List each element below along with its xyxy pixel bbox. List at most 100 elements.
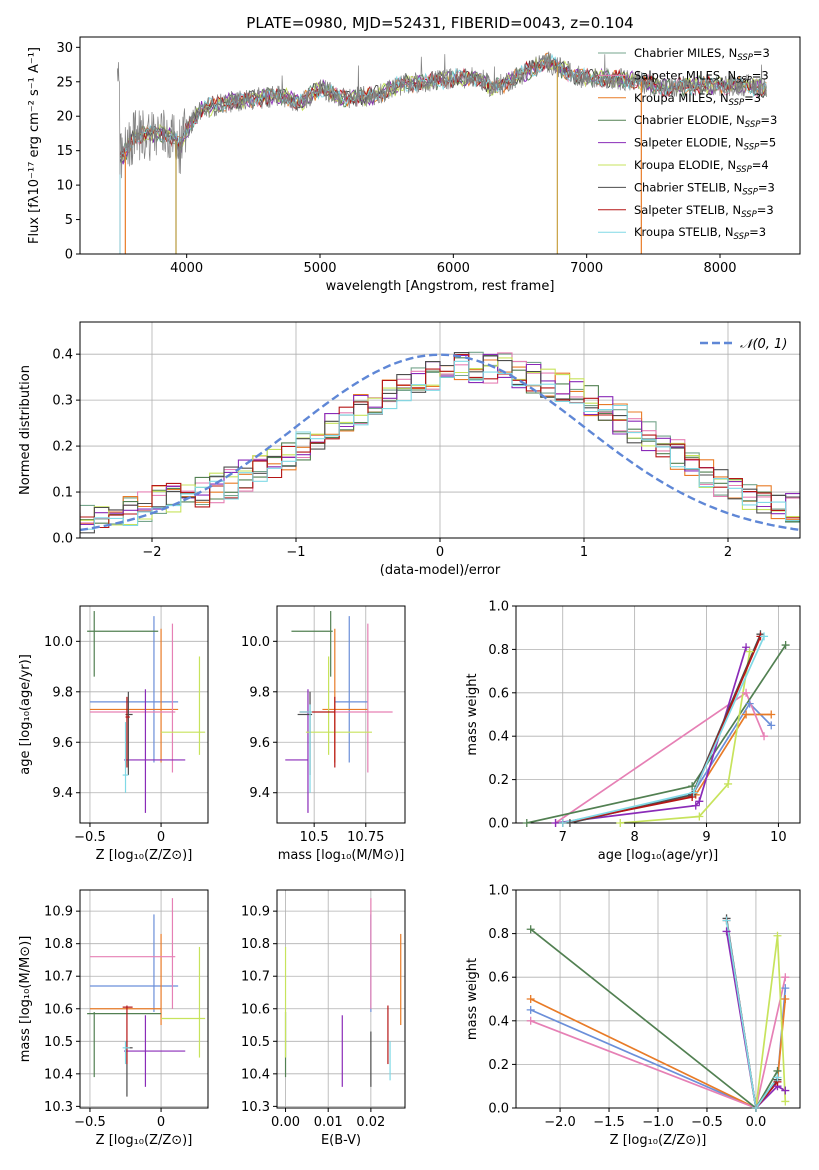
legend-name: Chabrier ELODIE, N: [634, 113, 745, 127]
axes-frame: 4000 5000 6000 7000 8000 0 5 10 15 20 25 30 waveleng…: [27, 36, 801, 294]
weight-marker: [688, 792, 697, 801]
y-tick-label: 0.2: [488, 1058, 509, 1073]
x-tick-label: 8: [630, 830, 638, 845]
x-tick-label: 0.00: [271, 1115, 300, 1130]
y-tick-label: 10: [56, 179, 73, 194]
y-tick-label: 10.6: [241, 1002, 270, 1017]
x-tick-label: −0.5: [74, 1115, 106, 1130]
plot-area: [87, 611, 206, 813]
weight-marker: [781, 1097, 790, 1106]
x-axis-label: Z [log₁₀(Z/Z⊙)]: [610, 1133, 707, 1148]
legend-sub: SSP: [744, 143, 760, 153]
legend-name: Salpeter STELIB, N: [634, 203, 741, 217]
weight-marker: [773, 1073, 782, 1082]
y-tick-label: 0.8: [488, 643, 509, 658]
plot-area: [87, 898, 206, 1097]
hist-kroupa-stelib: [80, 360, 800, 530]
weight-marker: [558, 819, 567, 827]
x-tick-label: 1: [580, 545, 588, 560]
legend-name: Kroupa ELODIE, N: [634, 158, 736, 172]
weight-marker: [742, 688, 751, 697]
y-tick-label: 10.3: [44, 1100, 73, 1115]
x-tick-label: 5000: [303, 261, 336, 276]
weight-marker: [616, 819, 625, 827]
panel-weight-vs-age: 7 8 9 10 0.0 0.2 0.4 0.6 0.8 1.0 age [log₁₀(age/yr…: [465, 600, 801, 863]
y-tick-label: 0.6: [488, 686, 509, 701]
legend-label: Chabrier ELODIE, NSSP=3: [634, 113, 777, 130]
x-tick-label: −1: [286, 545, 305, 560]
x-axis-label: (data-model)/error: [380, 563, 501, 578]
panel-weight-vs-Z: −2.0 −1.5 −1.0 −0.5 0.0 0.0 0.2 0.4 0.6 0.8 1.0 Z […: [465, 884, 801, 1148]
legend-sub: SSP: [734, 232, 750, 242]
y-tick-label: 0.4: [52, 348, 73, 363]
x-tick-label: 2: [724, 545, 732, 560]
legend-name: Salpeter ELODIE, N: [634, 136, 744, 150]
y-tick-label: 10.3: [241, 1100, 270, 1115]
y-tick-label: 20: [56, 110, 73, 125]
axes-box: [276, 605, 406, 824]
hist-salpeter-stelib: [80, 353, 800, 529]
x-tick-label: 0: [436, 545, 444, 560]
y-tick-label: 10.5: [241, 1035, 270, 1050]
axes-frame: −2 −1 0 1 2 0.0 0.1 0.2 0.3 0.4 (data-model)/error…: [18, 321, 801, 578]
weight-line-ref: [562, 702, 772, 823]
panel-mass-vs-Z: −0.5 0 10.3 10.4 10.5 10.6 10.7 10.8 10.9 Z [log₁…: [18, 889, 209, 1148]
weight-marker: [742, 643, 751, 652]
weight-marker: [781, 973, 790, 982]
weight-line-chabrier-elodie: [530, 928, 779, 1108]
x-tick-label: −2: [142, 545, 161, 560]
axes-box: [79, 889, 209, 1109]
legend-name: Chabrier MILES, N: [634, 46, 737, 60]
weight-marker: [781, 641, 790, 650]
x-tick-label: 7: [559, 830, 567, 845]
axes-frame: −0.5 0 10.3 10.4 10.5 10.6 10.7 10.8 10.9 Z [log₁…: [18, 889, 209, 1148]
x-axis-label: age [log₁₀(age/yr)]: [598, 848, 719, 863]
weight-marker: [742, 710, 751, 719]
y-tick-label: 5: [65, 213, 73, 228]
y-tick-label: 9.4: [249, 786, 270, 801]
legend-name: Kroupa STELIB, N: [634, 225, 734, 239]
y-tick-label: 0.1: [52, 486, 73, 501]
weight-marker: [760, 732, 769, 741]
legend-name: Salpeter MILES, N: [634, 68, 736, 82]
panel-spectrum: 4000 5000 6000 7000 8000 0 5 10 15 20 25 30 waveleng…: [27, 36, 801, 294]
weight-marker: [689, 788, 698, 797]
y-tick-label: 0.4: [488, 1014, 509, 1029]
x-tick-label: −2.0: [544, 1115, 576, 1130]
y-tick-label: 10.9: [241, 905, 270, 920]
legend-label: Salpeter ELODIE, NSSP=5: [634, 136, 776, 153]
legend-sub: SSP: [742, 187, 758, 197]
legend-label: Salpeter MILES, NSSP=3: [634, 68, 769, 85]
legend-sub: SSP: [745, 120, 761, 130]
panel-age-vs-Z: −0.5 0 9.4 9.6 9.8 10.0 Z [log₁₀(Z/Z⊙)] age [lo…: [18, 605, 209, 863]
legend-name: Kroupa MILES, N: [634, 91, 729, 105]
y-tick-label: 10.7: [44, 970, 73, 985]
x-tick-label: 6000: [437, 261, 470, 276]
y-tick-label: 10.8: [241, 937, 270, 952]
weight-marker: [526, 1005, 535, 1014]
x-axis-label: mass [log₁₀(M/M⊙)]: [278, 848, 405, 863]
y-tick-label: 0.0: [488, 1102, 509, 1117]
legend-eq: =4: [752, 158, 769, 172]
x-tick-label: 7000: [570, 261, 603, 276]
y-tick-label: 9.6: [249, 736, 270, 751]
x-tick-label: 0: [157, 1115, 165, 1130]
weight-marker: [722, 927, 731, 936]
axes-frame: −0.5 0 9.4 9.6 9.8 10.0 Z [log₁₀(Z/Z⊙)] age [lo…: [18, 605, 209, 863]
x-tick-label: 10: [770, 830, 787, 845]
observed-spectrum: [116, 51, 767, 179]
x-tick-label: −1.5: [593, 1115, 625, 1130]
legend-eq: =3: [753, 46, 770, 60]
x-tick-label: 9: [702, 830, 710, 845]
weight-marker: [724, 779, 733, 788]
x-tick-label: 0.01: [314, 1115, 343, 1130]
x-tick-label: 10.75: [347, 830, 384, 845]
y-tick-label: 0.2: [488, 773, 509, 788]
axes-frame: −2.0 −1.5 −1.0 −0.5 0.0 0.0 0.2 0.4 0.6 0.8 1.0 Z […: [465, 884, 801, 1148]
y-tick-label: 25: [56, 75, 73, 90]
axes-box: [515, 605, 801, 824]
y-tick-label: 9.8: [249, 685, 270, 700]
weight-marker: [526, 995, 535, 1003]
